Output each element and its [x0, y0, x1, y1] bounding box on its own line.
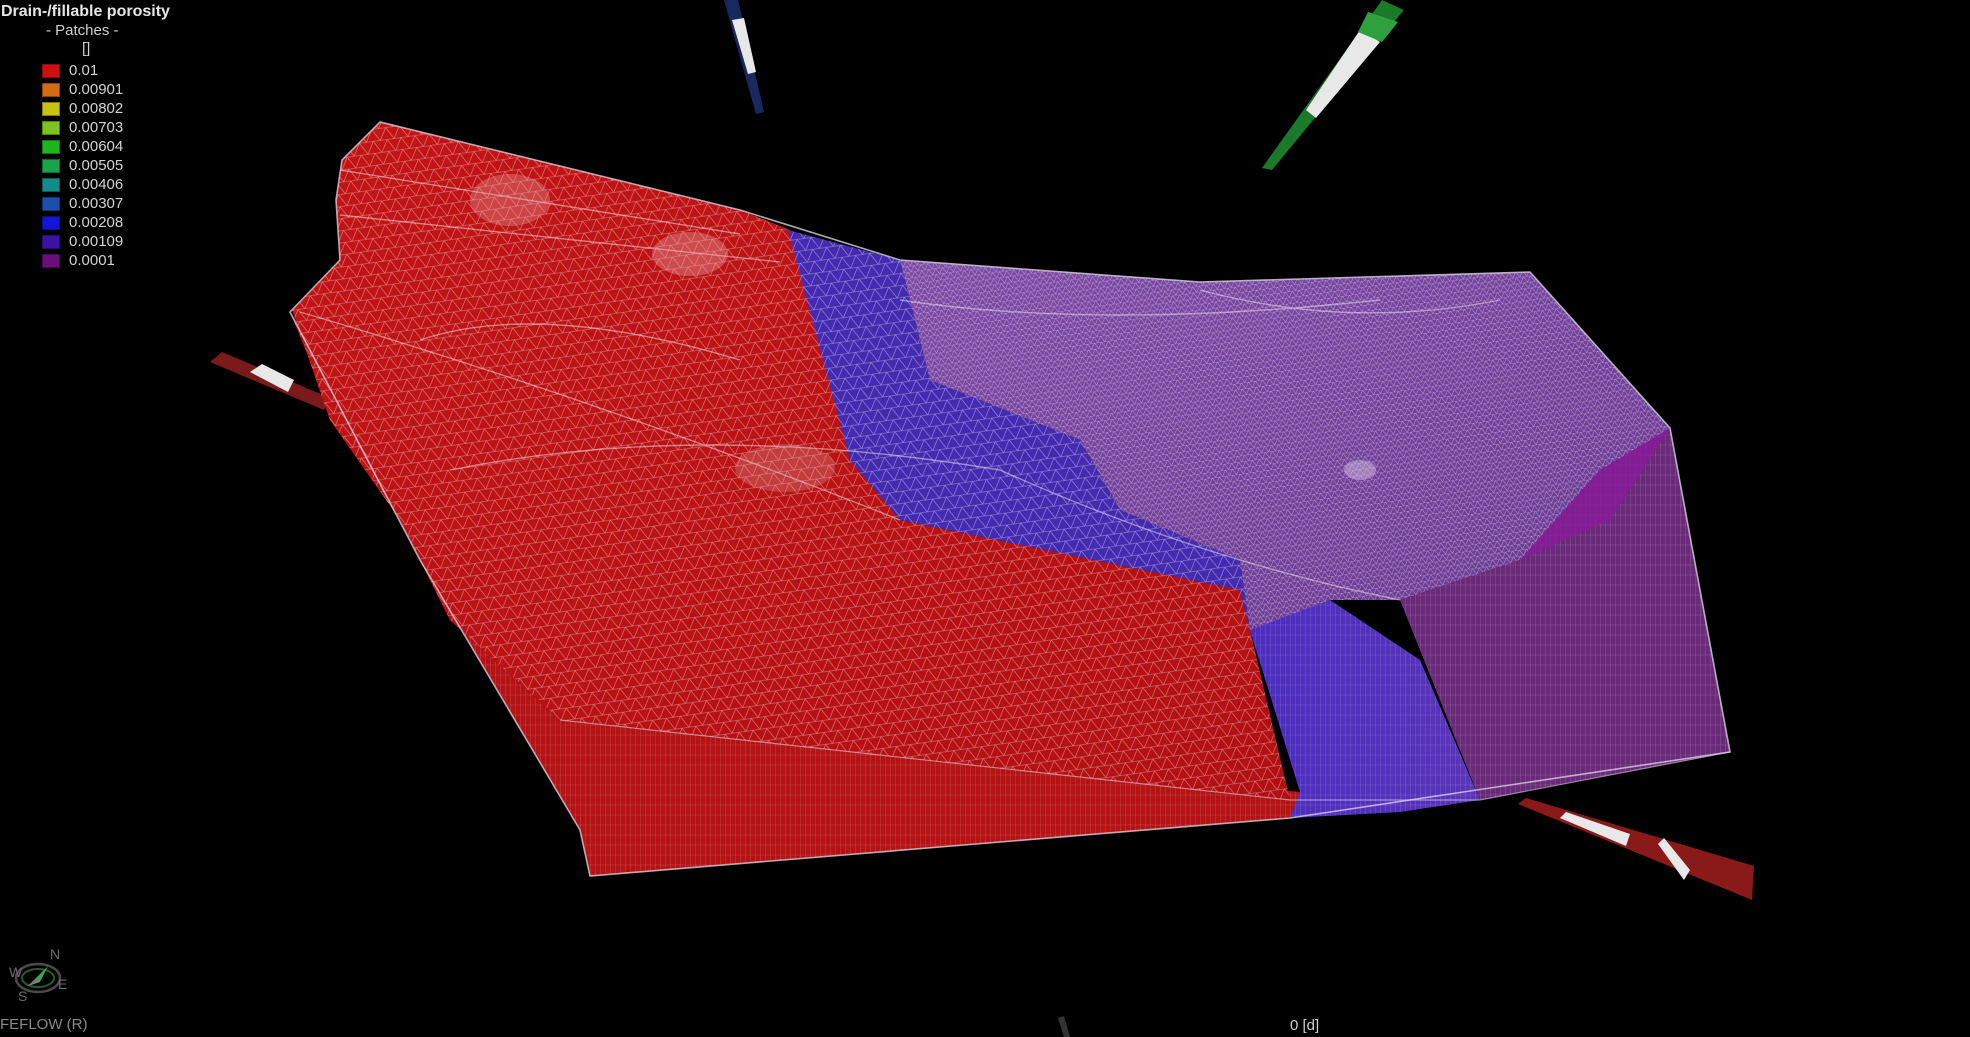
legend-item: 0.00307 — [42, 194, 180, 213]
legend-items: 0.01 0.00901 0.00802 0.00703 0.00604 0.00505 0… — [0, 61, 180, 270]
simulation-time: 0 [d] — [1290, 1017, 1320, 1034]
legend-swatch — [42, 139, 60, 154]
well-marker-right-red — [1518, 798, 1754, 900]
app-label: FEFLOW (R) — [0, 1016, 88, 1033]
legend-label: 0.00703 — [69, 119, 124, 136]
compass-west: W — [9, 964, 23, 980]
legend-swatch — [42, 158, 60, 173]
legend-swatch — [42, 101, 60, 116]
compass-south: S — [18, 988, 28, 1004]
well-marker-bottom — [1058, 1016, 1070, 1037]
legend-item: 0.0001 — [42, 251, 180, 270]
legend-unit: [] — [82, 40, 91, 57]
color-legend: Drain-/fillable porosity - Patches - [] … — [0, 2, 180, 270]
compass-widget[interactable]: N W E S — [6, 946, 76, 1008]
legend-label: 0.00406 — [69, 176, 124, 193]
legend-swatch — [42, 234, 60, 249]
legend-label: 0.00802 — [69, 100, 124, 117]
legend-swatch — [42, 177, 60, 192]
legend-swatch — [42, 82, 60, 97]
legend-item: 0.00901 — [42, 80, 180, 99]
legend-label: 0.00208 — [69, 214, 124, 231]
legend-swatch — [42, 196, 60, 211]
legend-item: 0.00406 — [42, 175, 180, 194]
legend-label: 0.00901 — [69, 81, 124, 98]
legend-label: 0.00307 — [69, 195, 124, 212]
legend-title: Drain-/fillable porosity — [1, 3, 170, 20]
mesh-body[interactable] — [289, 121, 1731, 877]
legend-item: 0.00109 — [42, 232, 180, 251]
legend-label: 0.00604 — [69, 138, 124, 155]
legend-swatch — [42, 253, 60, 268]
legend-item: 0.01 — [42, 61, 180, 80]
well-marker-top-green — [1262, 0, 1404, 170]
compass-icon — [14, 962, 62, 994]
well-marker-top-blue — [724, 0, 764, 114]
legend-item: 0.00208 — [42, 213, 180, 232]
legend-swatch — [42, 63, 60, 78]
legend-label: 0.00109 — [69, 233, 124, 250]
legend-item: 0.00604 — [42, 137, 180, 156]
well-marker-left-red — [210, 352, 330, 410]
legend-swatch — [42, 120, 60, 135]
compass-east: E — [58, 976, 68, 992]
legend-label: 0.01 — [69, 62, 99, 79]
legend-label: 0.0001 — [69, 252, 115, 269]
legend-swatch — [42, 215, 60, 230]
legend-label: 0.00505 — [69, 157, 124, 174]
legend-subtitle: - Patches - — [46, 22, 119, 39]
legend-item: 0.00505 — [42, 156, 180, 175]
legend-item: 0.00802 — [42, 99, 180, 118]
legend-item: 0.00703 — [42, 118, 180, 137]
compass-north: N — [50, 946, 61, 962]
